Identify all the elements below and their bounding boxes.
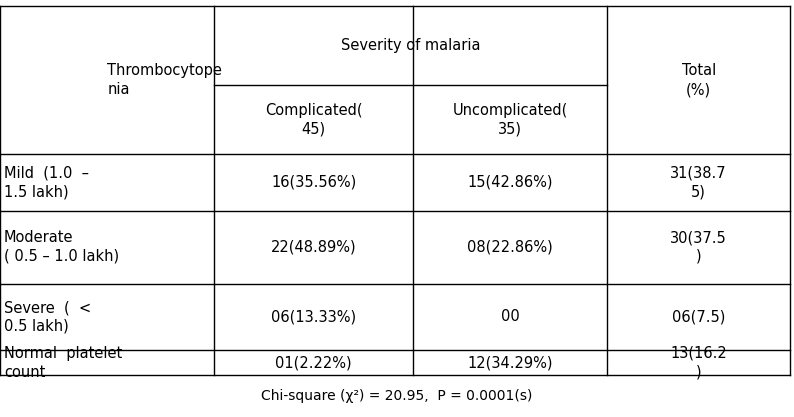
Text: 01(2.22%): 01(2.22%) — [276, 355, 352, 370]
Text: Moderate
( 0.5 – 1.0 lakh): Moderate ( 0.5 – 1.0 lakh) — [4, 230, 119, 264]
Text: Severity of malaria: Severity of malaria — [341, 38, 480, 53]
Text: 22(48.89%): 22(48.89%) — [271, 240, 357, 254]
Text: Chi-square (χ²) = 20.95,  P = 0.0001(s): Chi-square (χ²) = 20.95, P = 0.0001(s) — [261, 389, 533, 403]
Text: 30(37.5
): 30(37.5 ) — [670, 230, 727, 264]
Text: Severe  (  <
0.5 lakh): Severe ( < 0.5 lakh) — [4, 300, 91, 334]
Text: Uncomplicated(
35): Uncomplicated( 35) — [453, 103, 568, 137]
Text: 13(16.2
): 13(16.2 ) — [670, 346, 727, 379]
Text: 00: 00 — [501, 309, 519, 324]
Text: 31(38.7
5): 31(38.7 5) — [670, 166, 727, 199]
Text: 16(35.56%): 16(35.56%) — [271, 175, 357, 190]
Text: Complicated(
45): Complicated( 45) — [265, 103, 362, 137]
Text: 08(22.86%): 08(22.86%) — [468, 240, 553, 254]
Text: 06(13.33%): 06(13.33%) — [271, 309, 357, 324]
Text: Mild  (1.0  –
1.5 lakh): Mild (1.0 – 1.5 lakh) — [4, 166, 89, 199]
Text: Normal  platelet
count: Normal platelet count — [4, 346, 122, 379]
Text: Thrombocytope
nia: Thrombocytope nia — [107, 63, 222, 97]
Text: Total
(%): Total (%) — [681, 63, 716, 97]
Text: 12(34.29%): 12(34.29%) — [468, 355, 553, 370]
Text: 15(42.86%): 15(42.86%) — [468, 175, 553, 190]
Text: 06(7.5): 06(7.5) — [672, 309, 726, 324]
